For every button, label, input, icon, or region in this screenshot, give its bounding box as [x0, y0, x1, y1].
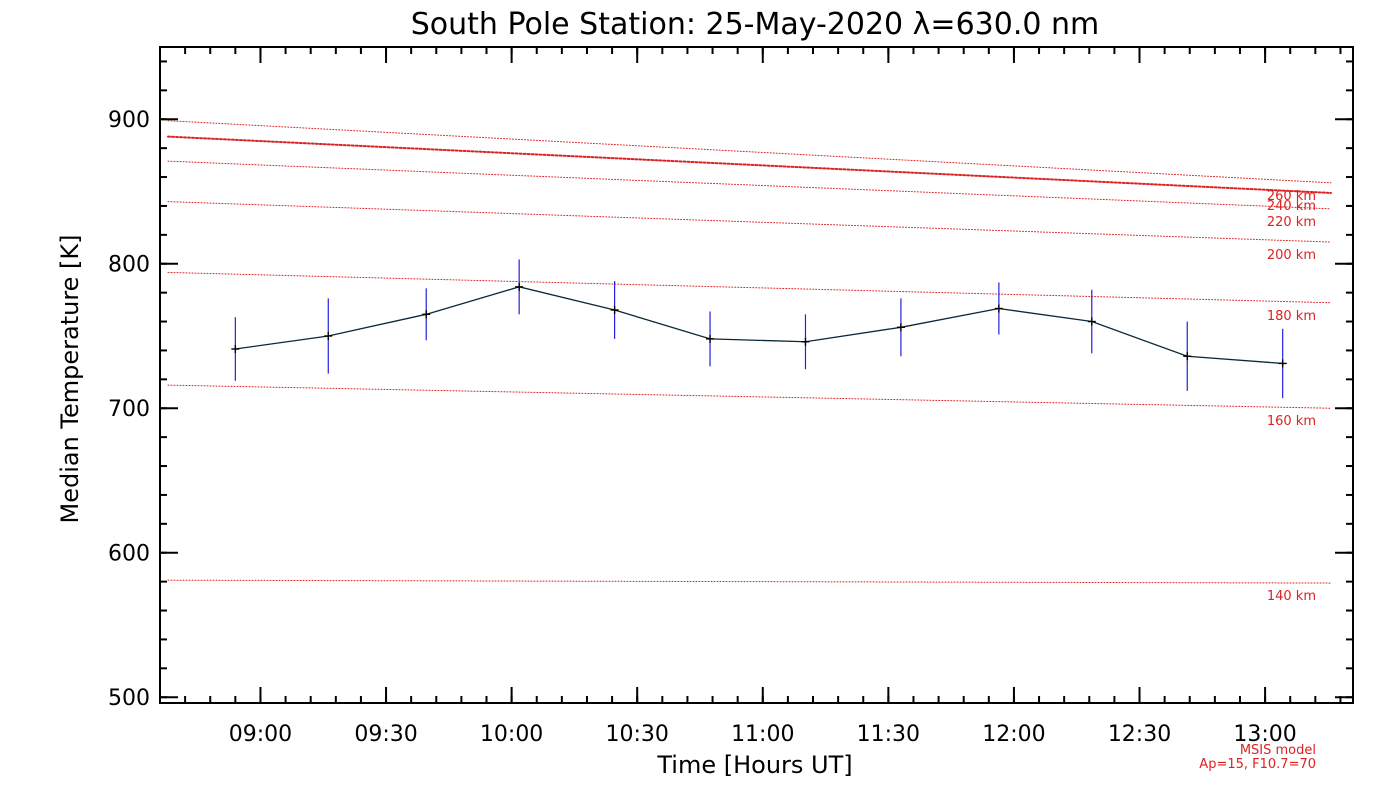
msis-line-260-km — [167, 120, 1332, 184]
msis-line-180-km — [167, 271, 1332, 304]
x-axis-label: Time [Hours UT] — [656, 751, 852, 779]
msis-label-240-km: 240 km — [1267, 199, 1316, 214]
msis-line-140-km — [167, 579, 1332, 584]
y-tick-label-1: 500 — [108, 686, 150, 711]
msis-label-220-km: 220 km — [1267, 215, 1316, 230]
y-tick-label-3: 700 — [108, 397, 150, 422]
temperature-series — [231, 259, 1287, 399]
chart-title: South Pole Station: 25-May-2020 λ=630.0 … — [411, 7, 1099, 42]
x-tick-label-6: 11:30 — [857, 722, 920, 747]
series-line — [235, 286, 1283, 365]
msis-line-220-km — [167, 160, 1332, 210]
x-tick-label-1: 09:00 — [229, 722, 292, 747]
y-tick-label-4: 800 — [108, 253, 150, 278]
x-tick-label-8: 12:30 — [1108, 722, 1171, 747]
msis-caption-line-2: Ap=15, F10.7=70 — [1199, 757, 1316, 772]
msis-caption-line-1: MSIS model — [1240, 743, 1316, 758]
msis-label-180-km: 180 km — [1267, 309, 1316, 324]
plot-frame — [159, 46, 1354, 704]
x-tick-label-9: 13:00 — [1233, 722, 1296, 747]
x-tick-label-5: 11:00 — [731, 722, 794, 747]
y-tick-label-2: 600 — [108, 542, 150, 567]
msis-line-160-km — [167, 384, 1332, 409]
x-tick-label-7: 12:00 — [982, 722, 1045, 747]
x-tick-label-4: 10:30 — [605, 722, 668, 747]
msis-label-160-km: 160 km — [1267, 414, 1316, 429]
plot-axes: 09:00 09:30 10:00 10:30 11:00 11:30 12:00 12:30… — [108, 46, 1354, 747]
y-tick-label-5: 900 — [108, 108, 150, 133]
x-tick-label-2: 09:30 — [354, 722, 417, 747]
y-axis-label: Median Temperature [K] — [56, 234, 84, 523]
msis-label-200-km: 200 km — [1267, 248, 1316, 263]
msis-label-140-km: 140 km — [1267, 589, 1316, 604]
msis-label-260-km: 260 km — [1267, 189, 1316, 204]
x-tick-label-3: 10:00 — [480, 722, 543, 747]
msis-line-200-km — [167, 201, 1332, 243]
msis-line-240-km — [167, 135, 1332, 194]
